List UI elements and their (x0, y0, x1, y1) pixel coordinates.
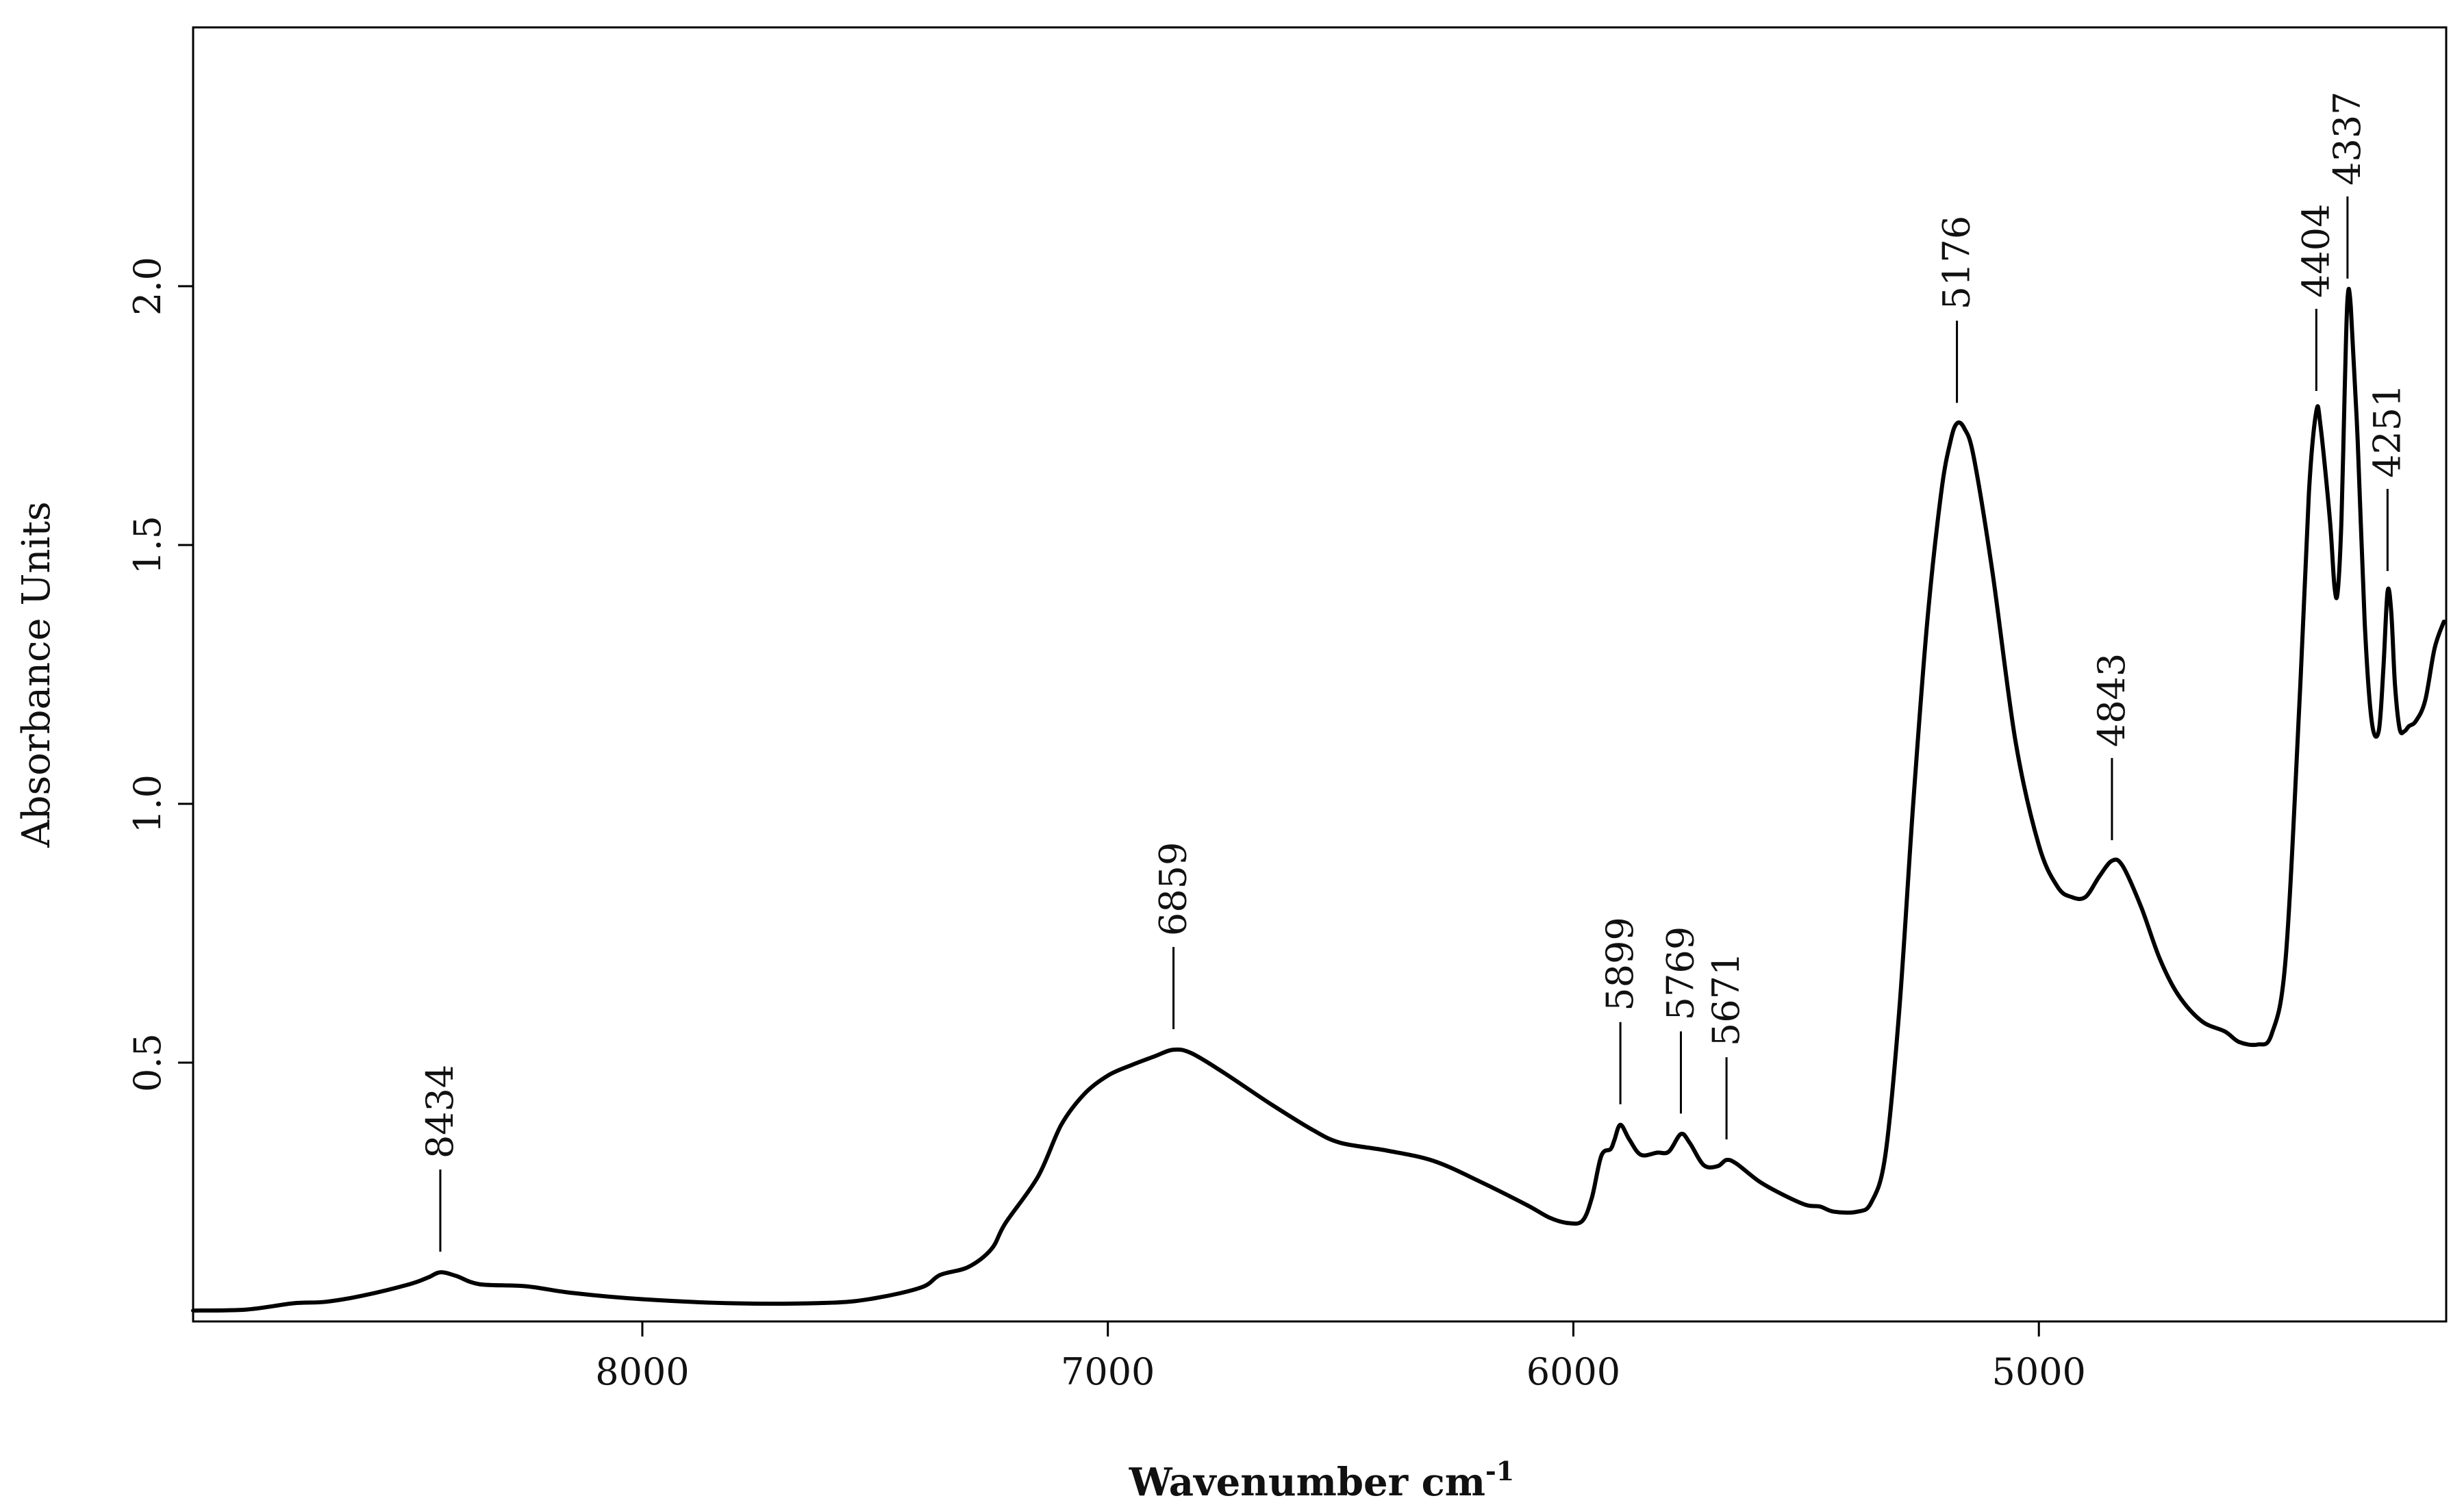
peak-label: 5671 (1705, 952, 1748, 1046)
peak-annotations: 8434 6859 5899 5769 5671 5176 4843 4404 4337 4251 (418, 91, 2409, 1252)
peak-label: 5769 (1659, 926, 1702, 1020)
peak-label: 6859 (1152, 842, 1195, 936)
y-tick-label: 0.5 (126, 1033, 169, 1092)
series-group (191, 287, 2446, 1313)
peak-label: 4337 (2326, 91, 2369, 185)
y-axis: 0.5 1.0 1.5 2.0 (126, 257, 193, 1092)
x-tick-label: 5000 (1991, 1350, 2085, 1393)
x-axis: 8000 7000 6000 5000 (595, 1321, 2086, 1393)
x-axis-title: Wavenumber cm-1 (1129, 1456, 1515, 1505)
x-tick-label: 6000 (1526, 1350, 1620, 1393)
y-tick-label: 1.5 (126, 516, 169, 574)
peak-label: 4843 (2090, 653, 2133, 747)
peak-label: 4404 (2294, 204, 2337, 298)
x-tick-label: 8000 (595, 1350, 689, 1393)
peak-label: 5899 (1598, 917, 1642, 1011)
x-axis-title-superscript: -1 (1485, 1456, 1514, 1486)
peak-label: 8434 (418, 1065, 462, 1158)
x-tick-label: 7000 (1061, 1350, 1155, 1393)
plot-frame (192, 26, 2448, 1323)
peak-label: 4251 (2365, 384, 2409, 478)
spectrum-line (191, 287, 2446, 1313)
x-axis-title-text: Wavenumber cm (1129, 1460, 1485, 1505)
y-tick-label: 1.0 (126, 774, 169, 833)
peak-label: 5176 (1935, 216, 1978, 309)
y-axis-title: Absorbance Units (14, 501, 59, 848)
y-tick-label: 2.0 (126, 257, 169, 316)
